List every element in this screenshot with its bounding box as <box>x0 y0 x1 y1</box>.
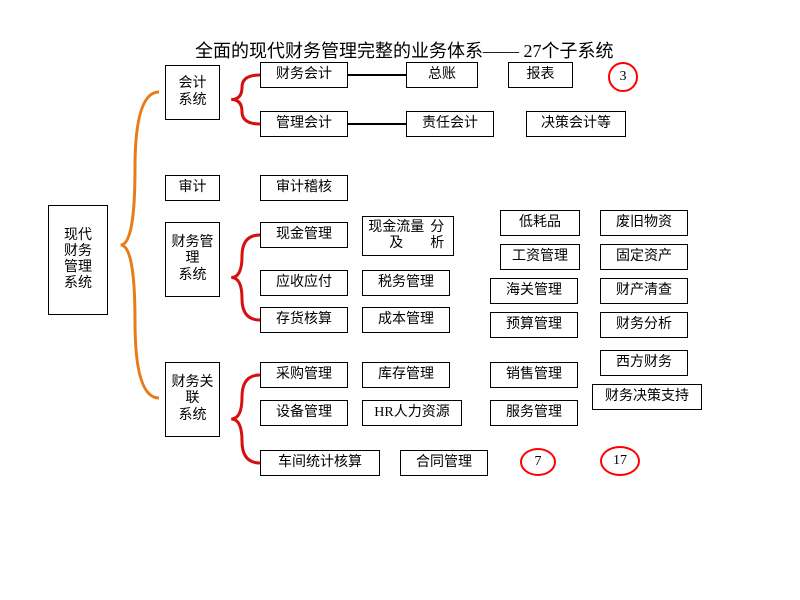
node-n6: 决策会计等 <box>526 111 626 137</box>
node-n30: 车间统计核算 <box>260 450 380 476</box>
node-n2: 总账 <box>406 62 478 88</box>
node-n28: 服务管理 <box>490 400 578 426</box>
node-n19: 成本管理 <box>362 307 450 333</box>
node-n8: 现金管理 <box>260 222 348 248</box>
root-node: 现代财务管理系统 <box>48 205 108 315</box>
node-n10: 低耗品 <box>500 210 580 236</box>
bracket <box>121 92 159 398</box>
diagram-title: 全面的现代财务管理完整的业务体系—— 27个子系统 <box>195 37 614 63</box>
node-n26: 设备管理 <box>260 400 348 426</box>
count-circle-c3: 17 <box>600 446 640 476</box>
node-n4: 管理会计 <box>260 111 348 137</box>
category-cat4: 财务关联系统 <box>165 362 220 437</box>
node-n17: 财产清查 <box>600 278 688 304</box>
node-n7: 审计稽核 <box>260 175 348 201</box>
bracket <box>231 75 260 124</box>
node-n12: 工资管理 <box>500 244 580 270</box>
node-n22: 采购管理 <box>260 362 348 388</box>
node-n14: 应收应付 <box>260 270 348 296</box>
node-n29: 财务决策支持 <box>592 384 702 410</box>
node-n15: 税务管理 <box>362 270 450 296</box>
bracket <box>231 235 260 320</box>
node-n9: 现金流量及分析 <box>362 216 454 256</box>
count-circle-c1: 3 <box>608 62 638 92</box>
bracket <box>231 375 260 463</box>
node-n24: 销售管理 <box>490 362 578 388</box>
node-n16: 海关管理 <box>490 278 578 304</box>
category-cat3: 财务管理系统 <box>165 222 220 297</box>
node-n18: 存货核算 <box>260 307 348 333</box>
node-n20: 预算管理 <box>490 312 578 338</box>
node-n13: 固定资产 <box>600 244 688 270</box>
node-n23: 库存管理 <box>362 362 450 388</box>
node-n3: 报表 <box>508 62 573 88</box>
node-n5: 责任会计 <box>406 111 494 137</box>
node-n27: HR人力资源 <box>362 400 462 426</box>
category-cat2: 审计 <box>165 175 220 201</box>
count-circle-c2: 7 <box>520 448 556 476</box>
node-n21: 财务分析 <box>600 312 688 338</box>
node-n11: 废旧物资 <box>600 210 688 236</box>
node-n1: 财务会计 <box>260 62 348 88</box>
category-cat1: 会计系统 <box>165 65 220 120</box>
node-n31: 合同管理 <box>400 450 488 476</box>
node-n25: 西方财务 <box>600 350 688 376</box>
